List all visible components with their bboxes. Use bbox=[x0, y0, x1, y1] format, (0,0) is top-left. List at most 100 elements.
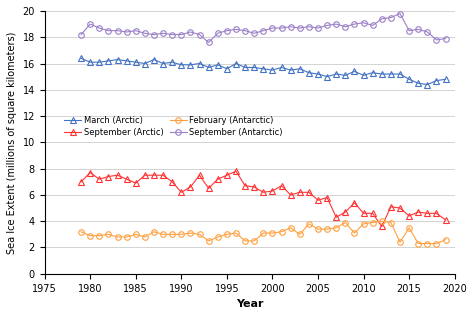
March (Arctic) bbox=[379, 72, 384, 76]
September (Antarctic) bbox=[370, 23, 375, 27]
Line: September (Antarctic): September (Antarctic) bbox=[78, 11, 448, 45]
March (Arctic) bbox=[96, 60, 102, 64]
September (Arctic) bbox=[343, 210, 348, 214]
September (Antarctic) bbox=[425, 30, 430, 34]
March (Arctic) bbox=[288, 68, 293, 72]
September (Antarctic) bbox=[397, 12, 403, 15]
March (Arctic) bbox=[224, 67, 230, 71]
February (Antarctic) bbox=[224, 233, 230, 236]
September (Arctic) bbox=[115, 173, 120, 177]
September (Antarctic) bbox=[142, 31, 148, 35]
September (Arctic) bbox=[178, 191, 184, 194]
September (Antarctic) bbox=[133, 29, 138, 33]
September (Antarctic) bbox=[106, 29, 111, 33]
September (Arctic) bbox=[425, 211, 430, 215]
X-axis label: Year: Year bbox=[236, 299, 264, 309]
February (Antarctic) bbox=[197, 233, 202, 236]
March (Arctic) bbox=[206, 65, 211, 69]
September (Antarctic) bbox=[288, 25, 293, 29]
February (Antarctic) bbox=[352, 231, 357, 235]
September (Arctic) bbox=[415, 210, 421, 214]
February (Antarctic) bbox=[106, 233, 111, 236]
September (Arctic) bbox=[306, 191, 312, 194]
Line: September (Arctic): September (Arctic) bbox=[78, 168, 448, 229]
September (Arctic) bbox=[188, 185, 193, 189]
September (Antarctic) bbox=[242, 29, 248, 33]
September (Arctic) bbox=[406, 214, 412, 218]
February (Antarctic) bbox=[406, 226, 412, 230]
September (Arctic) bbox=[78, 180, 84, 184]
March (Arctic) bbox=[188, 63, 193, 67]
February (Antarctic) bbox=[115, 235, 120, 239]
March (Arctic) bbox=[397, 72, 403, 76]
September (Arctic) bbox=[315, 198, 321, 202]
February (Antarctic) bbox=[206, 239, 211, 243]
February (Antarctic) bbox=[142, 235, 148, 239]
September (Arctic) bbox=[370, 211, 375, 215]
March (Arctic) bbox=[352, 70, 357, 73]
September (Antarctic) bbox=[206, 40, 211, 44]
September (Antarctic) bbox=[434, 38, 439, 42]
March (Arctic) bbox=[406, 77, 412, 81]
September (Antarctic) bbox=[270, 26, 275, 30]
March (Arctic) bbox=[333, 72, 339, 76]
March (Arctic) bbox=[361, 73, 366, 77]
September (Arctic) bbox=[288, 193, 293, 197]
Line: February (Antarctic): February (Antarctic) bbox=[78, 218, 448, 246]
February (Antarctic) bbox=[242, 239, 248, 243]
February (Antarctic) bbox=[434, 242, 439, 246]
September (Arctic) bbox=[233, 169, 239, 173]
September (Antarctic) bbox=[379, 17, 384, 21]
September (Arctic) bbox=[87, 171, 93, 174]
February (Antarctic) bbox=[169, 233, 175, 236]
February (Antarctic) bbox=[388, 221, 394, 224]
September (Antarctic) bbox=[333, 22, 339, 26]
September (Arctic) bbox=[297, 191, 302, 194]
March (Arctic) bbox=[443, 77, 448, 81]
September (Arctic) bbox=[106, 175, 111, 179]
February (Antarctic) bbox=[443, 238, 448, 241]
September (Antarctic) bbox=[324, 23, 330, 27]
February (Antarctic) bbox=[343, 221, 348, 224]
September (Arctic) bbox=[224, 173, 230, 177]
February (Antarctic) bbox=[397, 240, 403, 244]
March (Arctic) bbox=[178, 63, 184, 67]
September (Arctic) bbox=[279, 184, 284, 188]
March (Arctic) bbox=[215, 63, 220, 67]
September (Antarctic) bbox=[188, 30, 193, 34]
September (Arctic) bbox=[197, 173, 202, 177]
February (Antarctic) bbox=[124, 235, 129, 239]
September (Arctic) bbox=[206, 186, 211, 190]
September (Arctic) bbox=[151, 173, 157, 177]
March (Arctic) bbox=[151, 58, 157, 62]
February (Antarctic) bbox=[188, 231, 193, 235]
Legend: March (Arctic), September (Arctic), February (Antarctic), September (Antarctic): March (Arctic), September (Arctic), Febr… bbox=[61, 112, 286, 140]
February (Antarctic) bbox=[361, 222, 366, 226]
March (Arctic) bbox=[197, 62, 202, 65]
September (Antarctic) bbox=[160, 31, 166, 35]
February (Antarctic) bbox=[251, 239, 257, 243]
March (Arctic) bbox=[425, 83, 430, 87]
February (Antarctic) bbox=[415, 242, 421, 246]
September (Antarctic) bbox=[178, 33, 184, 36]
September (Antarctic) bbox=[224, 29, 230, 33]
March (Arctic) bbox=[106, 59, 111, 63]
March (Arctic) bbox=[315, 72, 321, 76]
February (Antarctic) bbox=[279, 230, 284, 234]
Y-axis label: Sea Ice Extent (millions of square kilometers): Sea Ice Extent (millions of square kilom… bbox=[7, 31, 17, 253]
March (Arctic) bbox=[324, 75, 330, 79]
September (Arctic) bbox=[261, 191, 266, 194]
September (Antarctic) bbox=[115, 29, 120, 33]
February (Antarctic) bbox=[261, 231, 266, 235]
March (Arctic) bbox=[270, 68, 275, 72]
September (Antarctic) bbox=[261, 29, 266, 33]
September (Arctic) bbox=[434, 211, 439, 215]
September (Antarctic) bbox=[388, 15, 394, 19]
September (Antarctic) bbox=[343, 25, 348, 29]
February (Antarctic) bbox=[78, 230, 84, 234]
September (Antarctic) bbox=[415, 27, 421, 31]
September (Arctic) bbox=[169, 180, 175, 184]
March (Arctic) bbox=[297, 67, 302, 71]
March (Arctic) bbox=[279, 65, 284, 69]
February (Antarctic) bbox=[288, 226, 293, 230]
